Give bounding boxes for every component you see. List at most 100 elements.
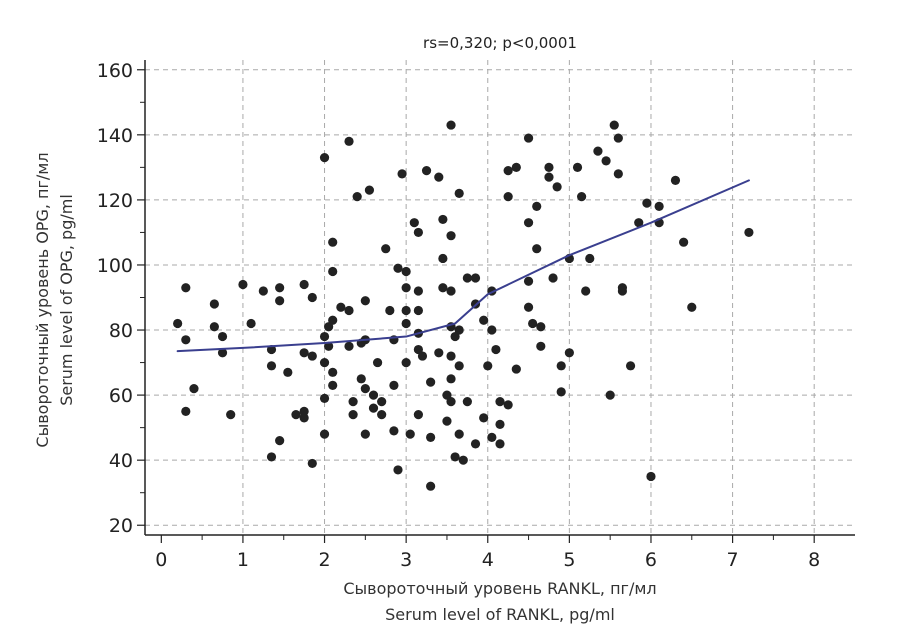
- scatter-point: [291, 410, 301, 420]
- chart-title: rs=0,320; p<0,0001: [423, 34, 577, 52]
- scatter-point: [344, 341, 354, 351]
- scatter-point: [744, 227, 754, 238]
- scatter-point: [670, 175, 681, 185]
- scatter-point: [393, 263, 403, 273]
- scatter-point: [646, 471, 656, 482]
- scatter-point: [189, 383, 199, 394]
- scatter-point: [634, 218, 644, 228]
- scatter-point: [470, 273, 481, 283]
- y-tick-label: 160: [97, 60, 133, 82]
- scatter-point: [319, 429, 330, 439]
- scatter-point: [523, 218, 534, 228]
- scatter-point: [307, 458, 317, 469]
- x-axis-label-line-1: Сывороточный уровень RANKL, пг/мл: [343, 579, 656, 598]
- scatter-point: [548, 273, 558, 283]
- x-tick-label: 0: [155, 549, 167, 571]
- scatter-point: [344, 136, 354, 146]
- scatter-point: [421, 166, 432, 176]
- scatter-point: [328, 315, 338, 325]
- y-tick-label: 60: [109, 385, 133, 407]
- scatter-point: [605, 390, 615, 400]
- scatter-point: [654, 201, 664, 212]
- scatter-point: [503, 400, 513, 410]
- scatter-point: [544, 172, 554, 182]
- scatter-point: [226, 410, 236, 420]
- scatter-point: [401, 283, 411, 293]
- scatter-point: [552, 182, 562, 192]
- scatter-point: [577, 192, 587, 202]
- scatter-point: [299, 279, 309, 290]
- scatter-point: [446, 374, 456, 384]
- scatter-point: [426, 377, 436, 387]
- scatter-point: [181, 335, 191, 345]
- scatter-point: [217, 348, 228, 358]
- scatter-point: [299, 413, 309, 423]
- scatter-point: [299, 348, 309, 358]
- scatter-point: [503, 192, 513, 202]
- scatter-point: [389, 426, 399, 436]
- scatter-point: [393, 465, 403, 475]
- scatter-point: [348, 397, 358, 407]
- scatter-point: [479, 413, 489, 423]
- scatter-point: [426, 432, 436, 442]
- scatter-point: [511, 364, 521, 374]
- scatter-point: [319, 331, 330, 342]
- scatter-point: [368, 390, 379, 400]
- scatter-point: [442, 416, 452, 426]
- points-layer: [173, 120, 754, 491]
- scatter-point: [438, 253, 448, 264]
- scatter-point: [450, 452, 460, 462]
- scatter-point: [491, 344, 501, 355]
- scatter-point: [556, 387, 566, 397]
- scatter-point: [275, 296, 285, 306]
- scatter-point: [564, 348, 574, 358]
- scatter-point: [283, 367, 293, 377]
- scatter-point: [446, 231, 456, 241]
- scatter-point: [642, 198, 652, 208]
- scatter-point: [487, 325, 497, 335]
- scatter-point: [446, 286, 456, 296]
- scatter-point: [209, 322, 219, 332]
- scatter-point: [503, 166, 513, 176]
- scatter-point: [217, 331, 228, 342]
- scatter-point: [377, 410, 387, 420]
- scatter-point: [613, 133, 623, 143]
- x-axis-label-line-2: Serum level of RANKL, pg/ml: [385, 605, 615, 624]
- x-tick-label: 6: [645, 549, 657, 571]
- scatter-point: [238, 279, 248, 290]
- scatter-point: [307, 351, 317, 361]
- scatter-point: [336, 302, 346, 312]
- scatter-point: [258, 286, 268, 296]
- scatter-point: [328, 266, 338, 277]
- scatter-point: [523, 133, 534, 143]
- scatter-point: [536, 341, 546, 351]
- scatter-point: [413, 410, 423, 420]
- scatter-point: [266, 452, 277, 462]
- scatter-point: [401, 318, 411, 329]
- scatter-point: [413, 286, 423, 296]
- scatter-point: [364, 185, 375, 195]
- scatter-point: [275, 283, 285, 293]
- scatter-point: [381, 244, 391, 254]
- scatter-point: [446, 397, 456, 407]
- scatter-point: [401, 305, 411, 316]
- scatter-point: [352, 192, 362, 202]
- scatter-point: [572, 162, 583, 172]
- scatter-point: [454, 429, 464, 439]
- y-tick-label: 140: [97, 125, 133, 147]
- y-axis-label-line-2: Serum level of OPG, pg/ml: [57, 194, 76, 406]
- scatter-point: [523, 276, 534, 286]
- scatter-point: [454, 188, 464, 198]
- scatter-point: [209, 299, 219, 309]
- scatter-point: [528, 318, 538, 329]
- scatter-point: [389, 380, 399, 390]
- scatter-point: [536, 322, 546, 332]
- scatter-point: [511, 162, 521, 172]
- scatter-point: [426, 481, 436, 491]
- scatter-point: [401, 266, 411, 277]
- scatter-point: [434, 172, 444, 182]
- scatter-point: [532, 201, 542, 212]
- scatter-point: [438, 214, 448, 225]
- scatter-point: [462, 397, 472, 407]
